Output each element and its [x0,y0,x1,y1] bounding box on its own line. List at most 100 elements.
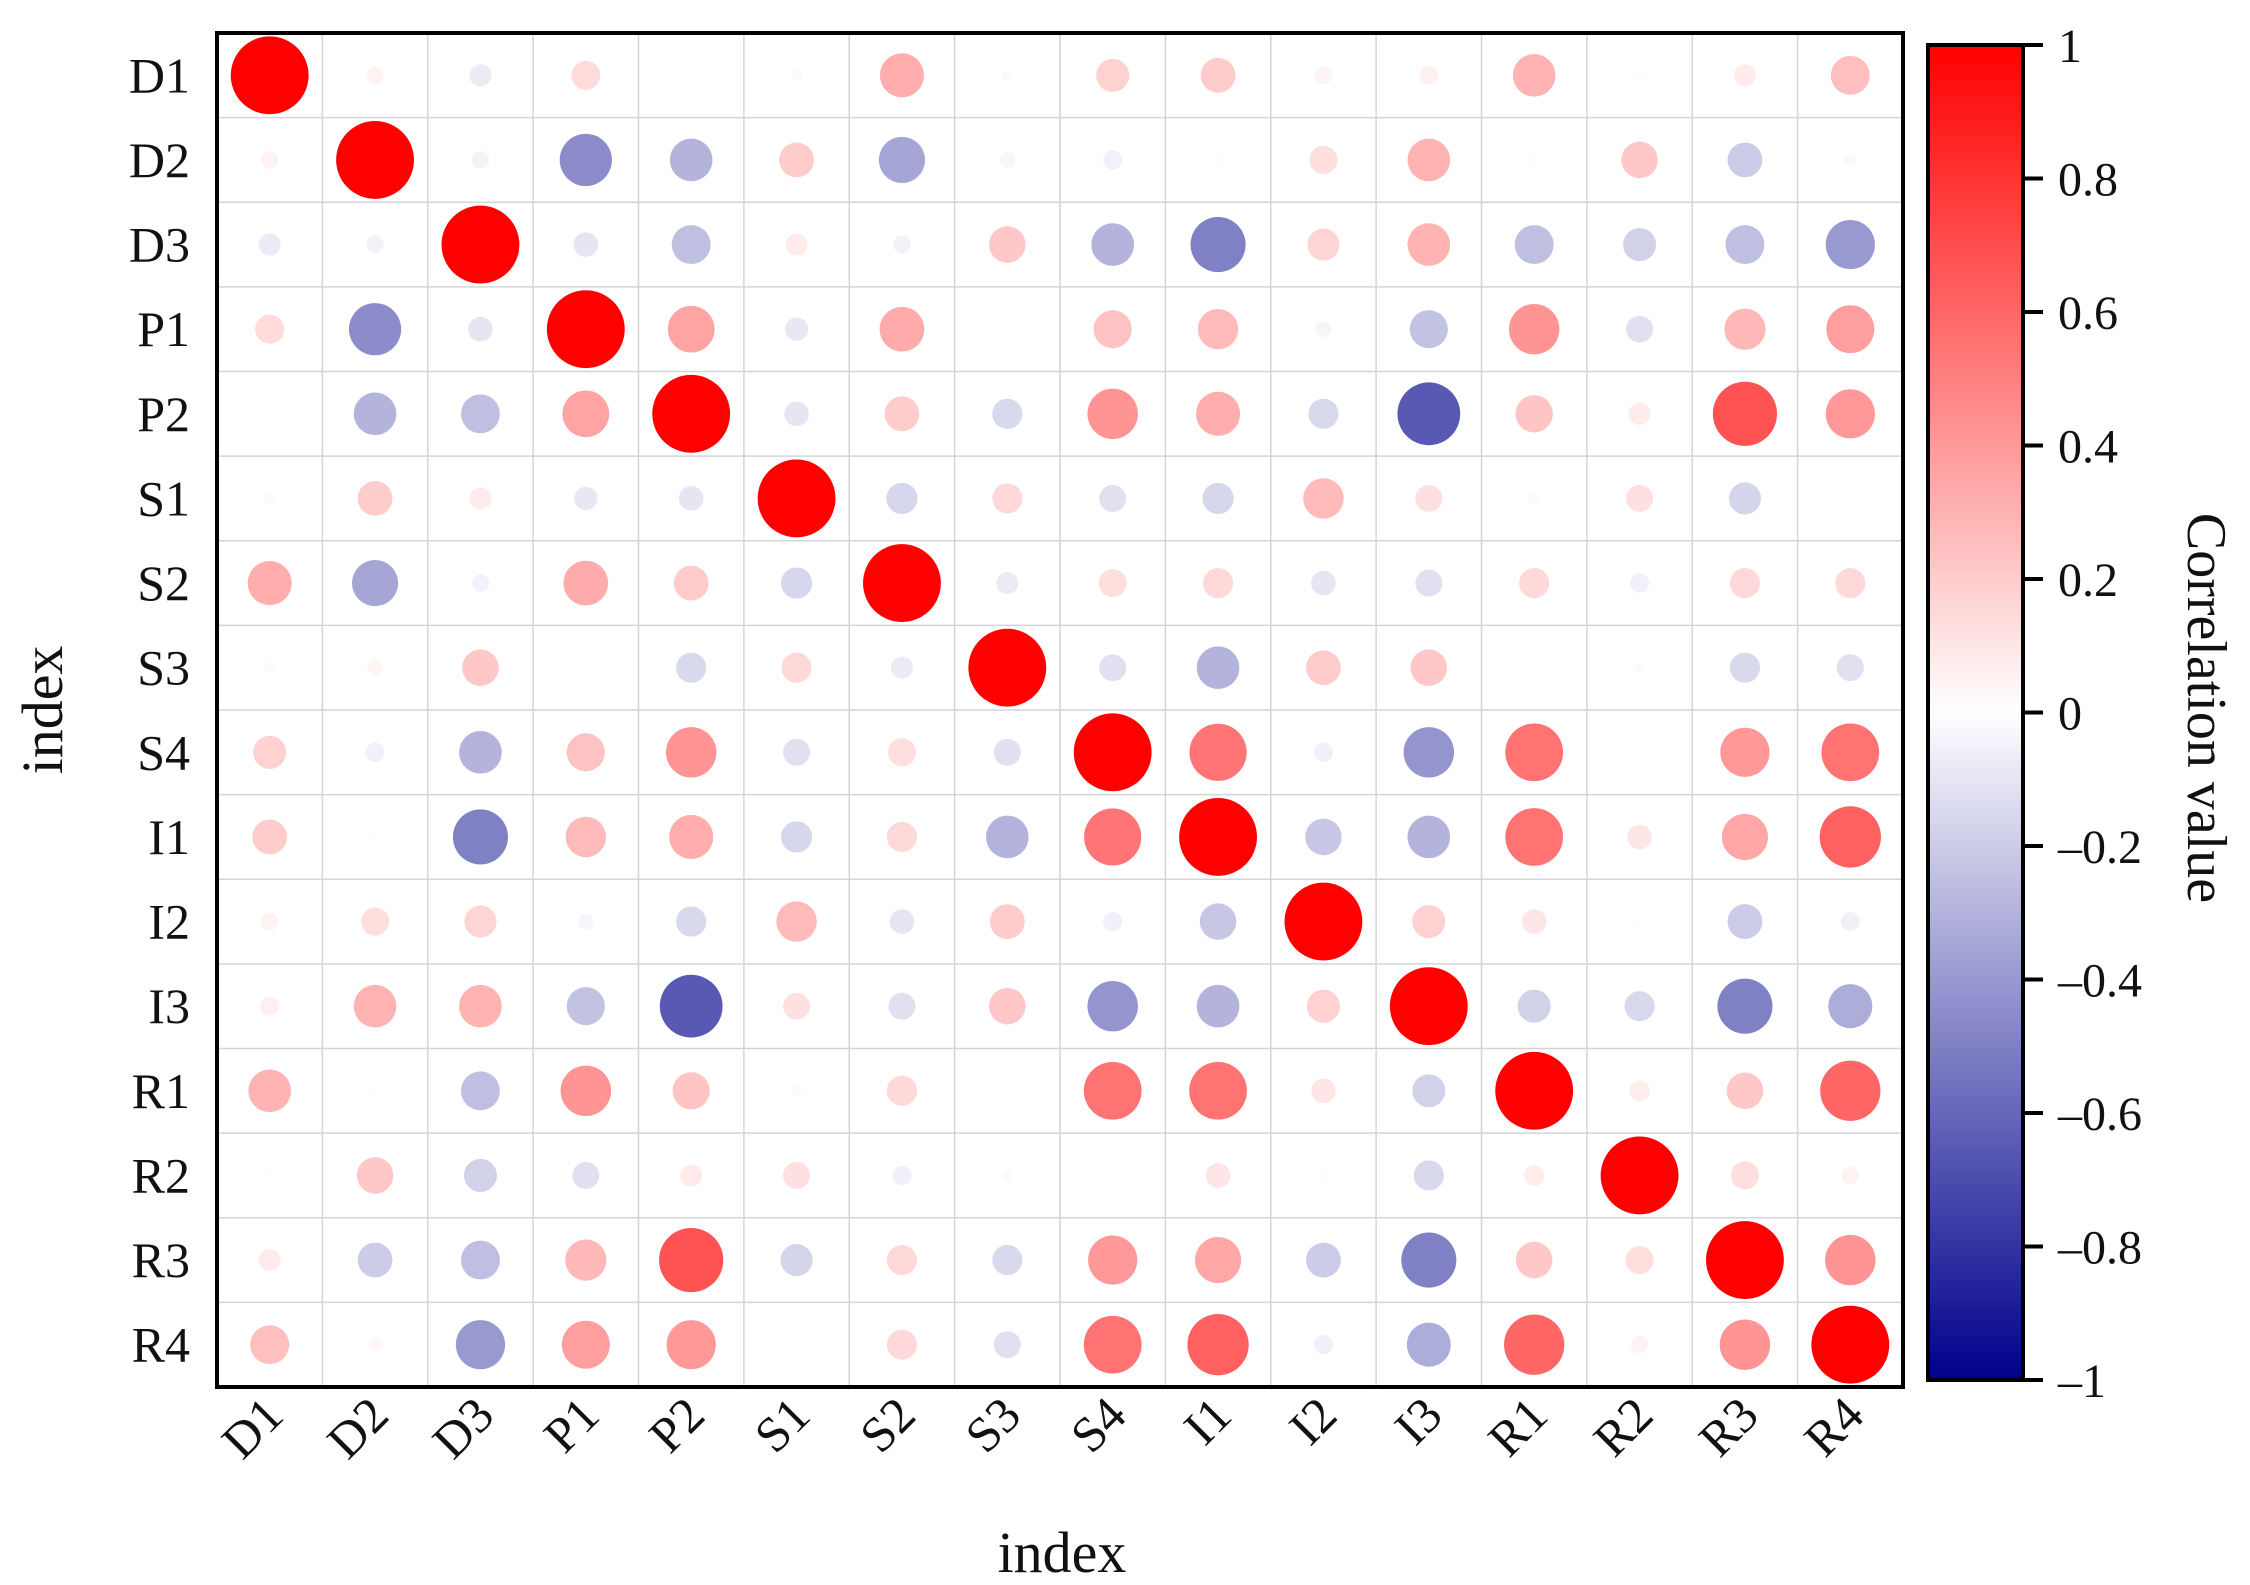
correlation-circle-d2-d1 [260,151,279,169]
correlation-circle-p1-r3 [1724,308,1766,350]
correlation-circle-i2-r1 [1521,909,1547,934]
grid-lines [217,33,1903,1387]
correlation-circle-i1-d1 [252,819,288,855]
correlation-circle-r4-d1 [250,1325,290,1365]
correlation-circle-i1-i2 [1305,818,1342,856]
y-tick-label-i1: I1 [148,809,190,865]
correlation-circle-i1-r3 [1721,813,1768,860]
correlation-circle-i1-i1 [1179,798,1257,876]
correlation-circle-i1-r2 [1627,824,1652,850]
correlation-circle-r3-r2 [1625,1246,1654,1275]
correlation-circle-i2-i3 [1412,905,1446,939]
correlation-circle-r4-i3 [1406,1322,1451,1367]
correlation-circle-p2-d2 [353,392,397,436]
correlation-circle-d2-r1 [1530,156,1539,164]
correlation-circle-r3-i1 [1195,1237,1242,1284]
correlation-circle-s1-r2 [1626,484,1654,512]
correlation-circle-s2-s3 [996,572,1019,595]
correlation-circle-s1-s1 [757,459,836,538]
correlation-circle-s2-s2 [863,544,941,622]
correlation-circle-s3-i1 [1196,646,1240,690]
correlation-circle-d2-i3 [1407,138,1451,182]
correlation-circle-p2-r4 [1825,389,1875,439]
correlation-circle-i1-r1 [1505,808,1564,866]
y-tick-label-s1: S1 [137,470,190,526]
x-tick-label-d2: D2 [316,1386,399,1469]
correlation-circle-i1-d3 [452,809,508,865]
correlation-circle-i1-d2 [371,833,379,841]
correlation-circle-i2-i2 [1284,882,1363,961]
correlation-circle-p1-i3 [1409,310,1448,349]
y-tick-label-r4: R4 [132,1317,190,1373]
correlation-circle-d1-i2 [1314,66,1333,85]
correlation-circle-p1-s4 [1093,310,1132,349]
correlation-circle-d3-d2 [366,235,384,254]
correlation-circle-i1-p2 [669,814,714,859]
correlation-circle-d1-s1 [791,69,803,81]
correlation-circle-s4-r4 [1821,723,1880,782]
x-tick-label-r3: R3 [1688,1386,1769,1467]
y-tick-label-p1: P1 [137,301,190,357]
correlation-circle-r4-d2 [368,1337,382,1352]
x-axis-label: index [998,1520,1127,1585]
correlation-circle-s3-s4 [1099,654,1127,682]
correlation-circle-s1-i1 [1202,482,1234,515]
correlation-circle-s2-p2 [673,565,709,601]
correlation-circle-i1-s1 [780,821,813,853]
correlation-circle-s3-r4 [1836,654,1864,682]
x-tick-label-r1: R1 [1477,1386,1558,1467]
correlation-circle-r1-p2 [672,1072,710,1110]
correlation-circle-i3-p1 [566,987,605,1026]
correlation-circle-s2-d3 [471,574,490,592]
correlation-circle-s1-d3 [469,487,492,510]
correlation-circle-p2-d3 [460,394,500,434]
correlation-circles [230,36,1890,1384]
correlation-circle-s4-s1 [783,738,811,766]
x-tick-label-i2: I2 [1278,1386,1347,1455]
correlation-circle-i3-r4 [1828,984,1873,1029]
correlation-circle-i1-i3 [1407,815,1451,859]
correlation-circle-r2-p2 [680,1164,703,1187]
correlation-circle-d1-r1 [1512,53,1556,97]
correlation-circle-s1-d2 [357,481,393,516]
correlation-circle-r3-r1 [1515,1241,1553,1279]
correlation-circle-d1-d3 [469,64,492,87]
correlation-circle-r2-p1 [572,1161,600,1189]
correlation-circle-s1-p1 [574,486,598,511]
correlation-circle-i2-d3 [464,905,497,938]
correlation-circle-d2-d2 [336,121,414,199]
correlation-circle-i3-s1 [783,992,811,1020]
correlation-circle-d3-p1 [573,232,599,257]
colorbar-tick-label: –0.4 [2057,955,2142,1008]
correlation-circle-i3-i1 [1196,984,1240,1028]
correlation-circle-i3-s4 [1087,980,1138,1032]
correlation-circle-d1-r4 [1830,55,1870,95]
correlation-circle-r1-d2 [371,1086,379,1095]
x-tick-label-i1: I1 [1173,1386,1242,1455]
correlation-circle-p2-i3 [1397,382,1461,446]
y-tick-label-d3: D3 [129,217,190,273]
correlation-circle-p2-p2 [652,374,731,453]
correlation-circle-r3-d2 [357,1242,393,1278]
correlation-circle-s1-s3 [992,483,1023,514]
correlation-circle-i2-r4 [1840,912,1860,932]
correlation-circle-r1-s4 [1083,1061,1142,1120]
correlation-circle-s3-d1 [264,662,276,674]
correlation-circle-r2-i1 [1205,1163,1231,1188]
correlation-circle-i2-s2 [889,909,915,934]
y-tick-label-r1: R1 [132,1063,190,1119]
colorbar-tick-label: 0.8 [2058,154,2118,207]
correlation-circle-r2-r2 [1600,1136,1679,1215]
correlation-circle-d1-p1 [571,60,601,90]
correlation-circle-s2-i1 [1202,567,1234,599]
correlation-circle-p2-i2 [1308,398,1339,429]
correlation-circle-d3-s4 [1091,223,1135,266]
y-tick-label-s2: S2 [137,555,190,611]
correlation-circle-r2-s1 [783,1161,811,1189]
y-axis-label: index [10,646,75,775]
correlation-circle-d1-i3 [1419,65,1439,85]
correlation-circle-p1-r1 [1508,303,1560,355]
correlation-circle-r2-i3 [1413,1160,1444,1191]
correlation-circle-r4-d3 [455,1320,506,1370]
correlation-circle-p1-s2 [879,306,925,352]
